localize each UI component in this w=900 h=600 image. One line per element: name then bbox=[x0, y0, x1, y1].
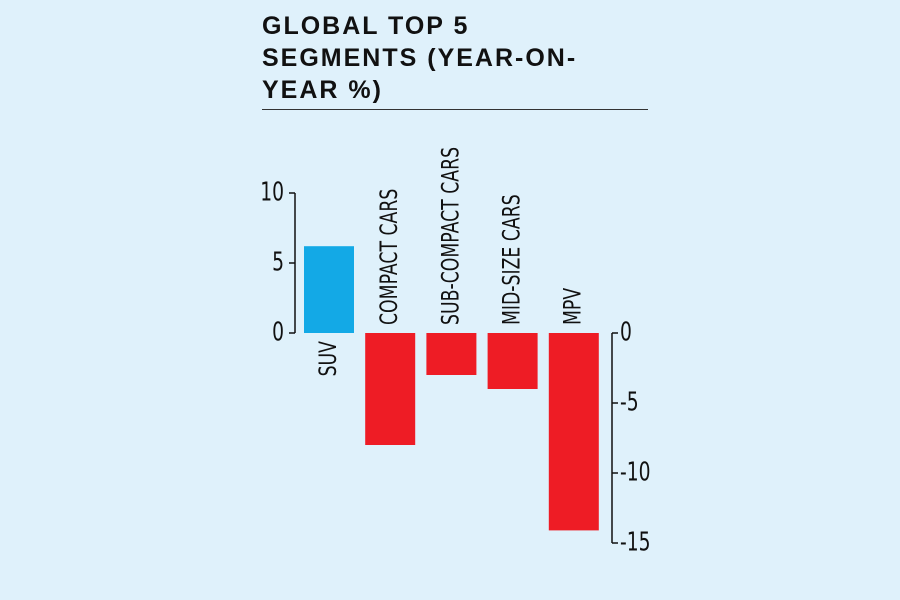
y-tick-label: 0 bbox=[272, 318, 284, 348]
bar bbox=[365, 333, 416, 445]
category-label: MPV bbox=[559, 287, 587, 325]
y2-tick-label: -15 bbox=[620, 528, 651, 558]
bar bbox=[548, 333, 599, 531]
y2-tick-label: -5 bbox=[620, 388, 639, 418]
category-label: SUB-COMPACT CARS bbox=[436, 147, 464, 325]
chart-title: GLOBAL TOP 5 SEGMENTS (YEAR-ON-YEAR %) bbox=[262, 12, 578, 104]
category-label: COMPACT CARS bbox=[375, 189, 403, 325]
bar bbox=[426, 333, 477, 375]
title-rule bbox=[262, 109, 648, 110]
y-tick-label: 5 bbox=[272, 248, 284, 278]
y2-tick-label: 0 bbox=[620, 318, 632, 348]
category-label: MID-SIZE CARS bbox=[498, 194, 526, 325]
y-tick-label: 10 bbox=[260, 178, 284, 208]
bar bbox=[304, 246, 354, 333]
bar bbox=[487, 333, 538, 389]
y2-tick-label: -10 bbox=[620, 458, 651, 488]
category-label: SUV bbox=[314, 340, 342, 376]
